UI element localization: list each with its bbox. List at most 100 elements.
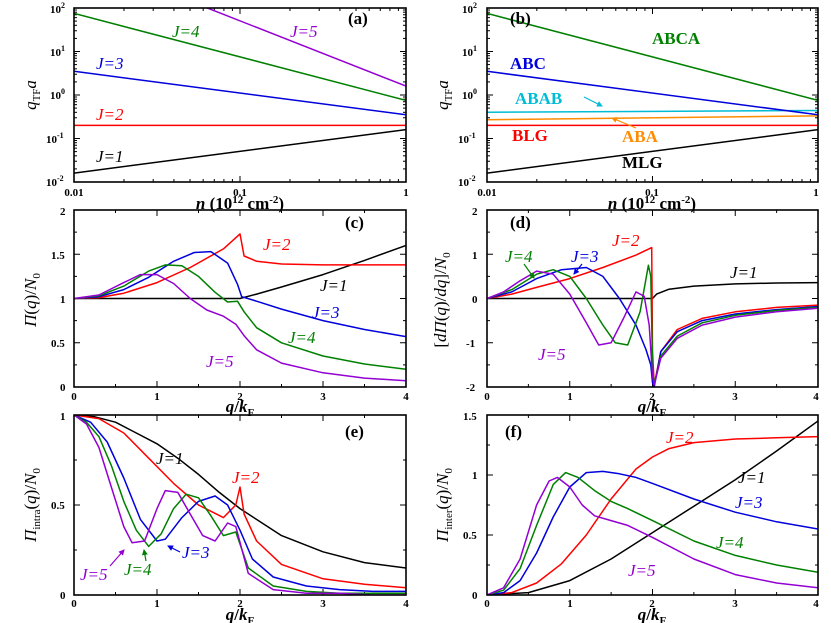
- tick-b-x0: 0.01: [477, 187, 496, 199]
- tick-c-x4: 4: [403, 391, 409, 403]
- tick-c-x3: 3: [320, 391, 326, 403]
- tick-b-y1: 10-1: [458, 131, 476, 146]
- tick-e-x0: 0: [71, 598, 77, 610]
- tick-e-x2: 2: [237, 598, 243, 610]
- label-a-j1: J=1: [96, 147, 124, 166]
- tick-c-y2: 1: [60, 294, 66, 306]
- tick-b-y2: 100: [462, 87, 477, 102]
- tick-a-y3: 101: [50, 44, 65, 59]
- panel-c: (c) 0 0.5 1 1.5 2 0 1 2 3 4 Π(q)/N0 J=2 …: [21, 206, 409, 403]
- label-e-j4: J=4: [124, 560, 152, 579]
- label-d-j2: J=2: [612, 231, 640, 250]
- label-c-j3: J=3: [312, 303, 340, 322]
- panel-e-label: (e): [345, 422, 364, 441]
- label-b-abab: ABAB: [515, 89, 562, 108]
- tick-d-y4: 2: [472, 206, 478, 218]
- panel-d-label: (d): [510, 213, 531, 232]
- tick-c-y0: 0: [60, 382, 66, 394]
- panel-f: (f) 0 0.5 1 1.5 0 1 2 3 4 q/kF Πinter(q)…: [433, 411, 819, 623]
- label-f-j3: J=3: [735, 493, 763, 512]
- tick-e-y0: 0: [60, 590, 66, 602]
- tick-d-x1: 1: [567, 391, 573, 403]
- label-a-j3: J=3: [96, 54, 124, 73]
- panel-f-xlabel: q/kF: [638, 605, 667, 623]
- label-d-j1: J=1: [730, 263, 758, 282]
- panel-f-ylabel: Πinter(q)/N0: [433, 468, 455, 543]
- label-a-j5: J=5: [290, 22, 318, 41]
- tick-c-y3: 1.5: [51, 250, 65, 262]
- series-f-j4: [487, 471, 818, 595]
- panel-e-xlabel: q/kF: [226, 605, 255, 623]
- tick-f-x1: 1: [567, 598, 573, 610]
- arrow-e-j4: [141, 549, 148, 562]
- panel-a-series: [74, 8, 406, 174]
- tick-f-x3: 3: [732, 598, 738, 610]
- label-f-j5: J=5: [628, 561, 656, 580]
- panel-a-label: (a): [348, 9, 368, 28]
- label-d-j4: J=4: [505, 247, 533, 266]
- tick-b-x1: 0.1: [645, 187, 659, 199]
- series-c-j4: [74, 264, 406, 371]
- panel-b-ylabel: qTFa: [433, 80, 455, 110]
- series-b-mlg: [487, 128, 818, 174]
- label-c-j4: J=4: [288, 328, 316, 347]
- tick-f-y3: 1.5: [463, 411, 477, 423]
- label-d-j3: J=3: [571, 247, 599, 266]
- series-e-j2: [74, 415, 406, 589]
- arrow-b-aba: [611, 117, 637, 129]
- label-b-aba: ABA: [622, 127, 659, 146]
- panel-c-frame: [73, 209, 407, 388]
- label-b-abc: ABC: [510, 54, 546, 73]
- panel-e-ylabel: Πintra(q)/N0: [21, 468, 43, 543]
- tick-d-x0: 0: [484, 391, 490, 403]
- series-d-j4: [487, 264, 818, 386]
- series-a-j1: [74, 128, 406, 174]
- series-f-j1: [487, 420, 818, 595]
- series-c-j1: [74, 244, 406, 300]
- panel-c-ylabel: Π(q)/N0: [21, 273, 43, 328]
- panel-f-series: [487, 420, 818, 595]
- panel-a: (a) 0.01 0.1 1 10-2 10-1 100 101 102 n (…: [21, 1, 409, 213]
- label-b-mlg: MLG: [622, 153, 663, 172]
- series-f-j5: [487, 476, 818, 595]
- series-e-j3: [74, 415, 406, 593]
- tick-a-x1: 0.1: [233, 187, 247, 199]
- series-a-j4: [74, 12, 406, 102]
- label-e-j1: J=1: [156, 449, 184, 468]
- series-b-aba: [487, 115, 818, 121]
- series-e-j5: [74, 415, 406, 595]
- tick-e-y2: 1: [60, 411, 66, 423]
- series-c-j2: [74, 233, 406, 300]
- series-c-j3: [74, 250, 406, 338]
- panel-e: (e) 0 0.5 1 0 1 2 3 4 q/kF Πintra(q)/N0 …: [21, 411, 409, 623]
- panel-d: (d) -2 -1 0 1 2 0 1 2 3 4 [dΠ(q)/dq]/N0 …: [431, 206, 819, 403]
- label-a-j2: J=2: [96, 105, 124, 124]
- tick-d-y2: 0: [472, 294, 478, 306]
- tick-f-y0: 0: [472, 590, 478, 602]
- tick-a-x2: 1: [403, 187, 409, 199]
- arrow-e-j3: [167, 545, 181, 553]
- tick-b-x2: 1: [813, 187, 819, 199]
- tick-a-y2: 100: [50, 87, 65, 102]
- arrow-e-j5: [109, 549, 125, 567]
- panel-d-series: [487, 246, 818, 387]
- panel-b-xlabel: n (1012 cm-2): [608, 194, 696, 213]
- tick-a-x0: 0.01: [64, 187, 83, 199]
- label-c-j1: J=1: [320, 276, 348, 295]
- panel-a-ylabel: qTFa: [21, 80, 43, 110]
- panel-b-frame: [486, 7, 819, 183]
- tick-d-y0: -2: [466, 382, 476, 394]
- tick-f-x4: 4: [813, 598, 819, 610]
- panel-d-xlabel: q/kF: [638, 397, 667, 419]
- panel-d-frame: [486, 209, 819, 388]
- label-c-j2: J=2: [263, 235, 291, 254]
- label-a-j4: J=4: [172, 22, 200, 41]
- series-d-j1: [487, 281, 818, 300]
- tick-e-x1: 1: [154, 598, 160, 610]
- tick-f-y2: 1: [472, 470, 478, 482]
- tick-f-x2: 2: [649, 598, 655, 610]
- panel-b-series: [487, 12, 818, 174]
- series-a-j3: [74, 70, 406, 116]
- label-c-j5: J=5: [206, 352, 234, 371]
- tick-e-x4: 4: [403, 598, 409, 610]
